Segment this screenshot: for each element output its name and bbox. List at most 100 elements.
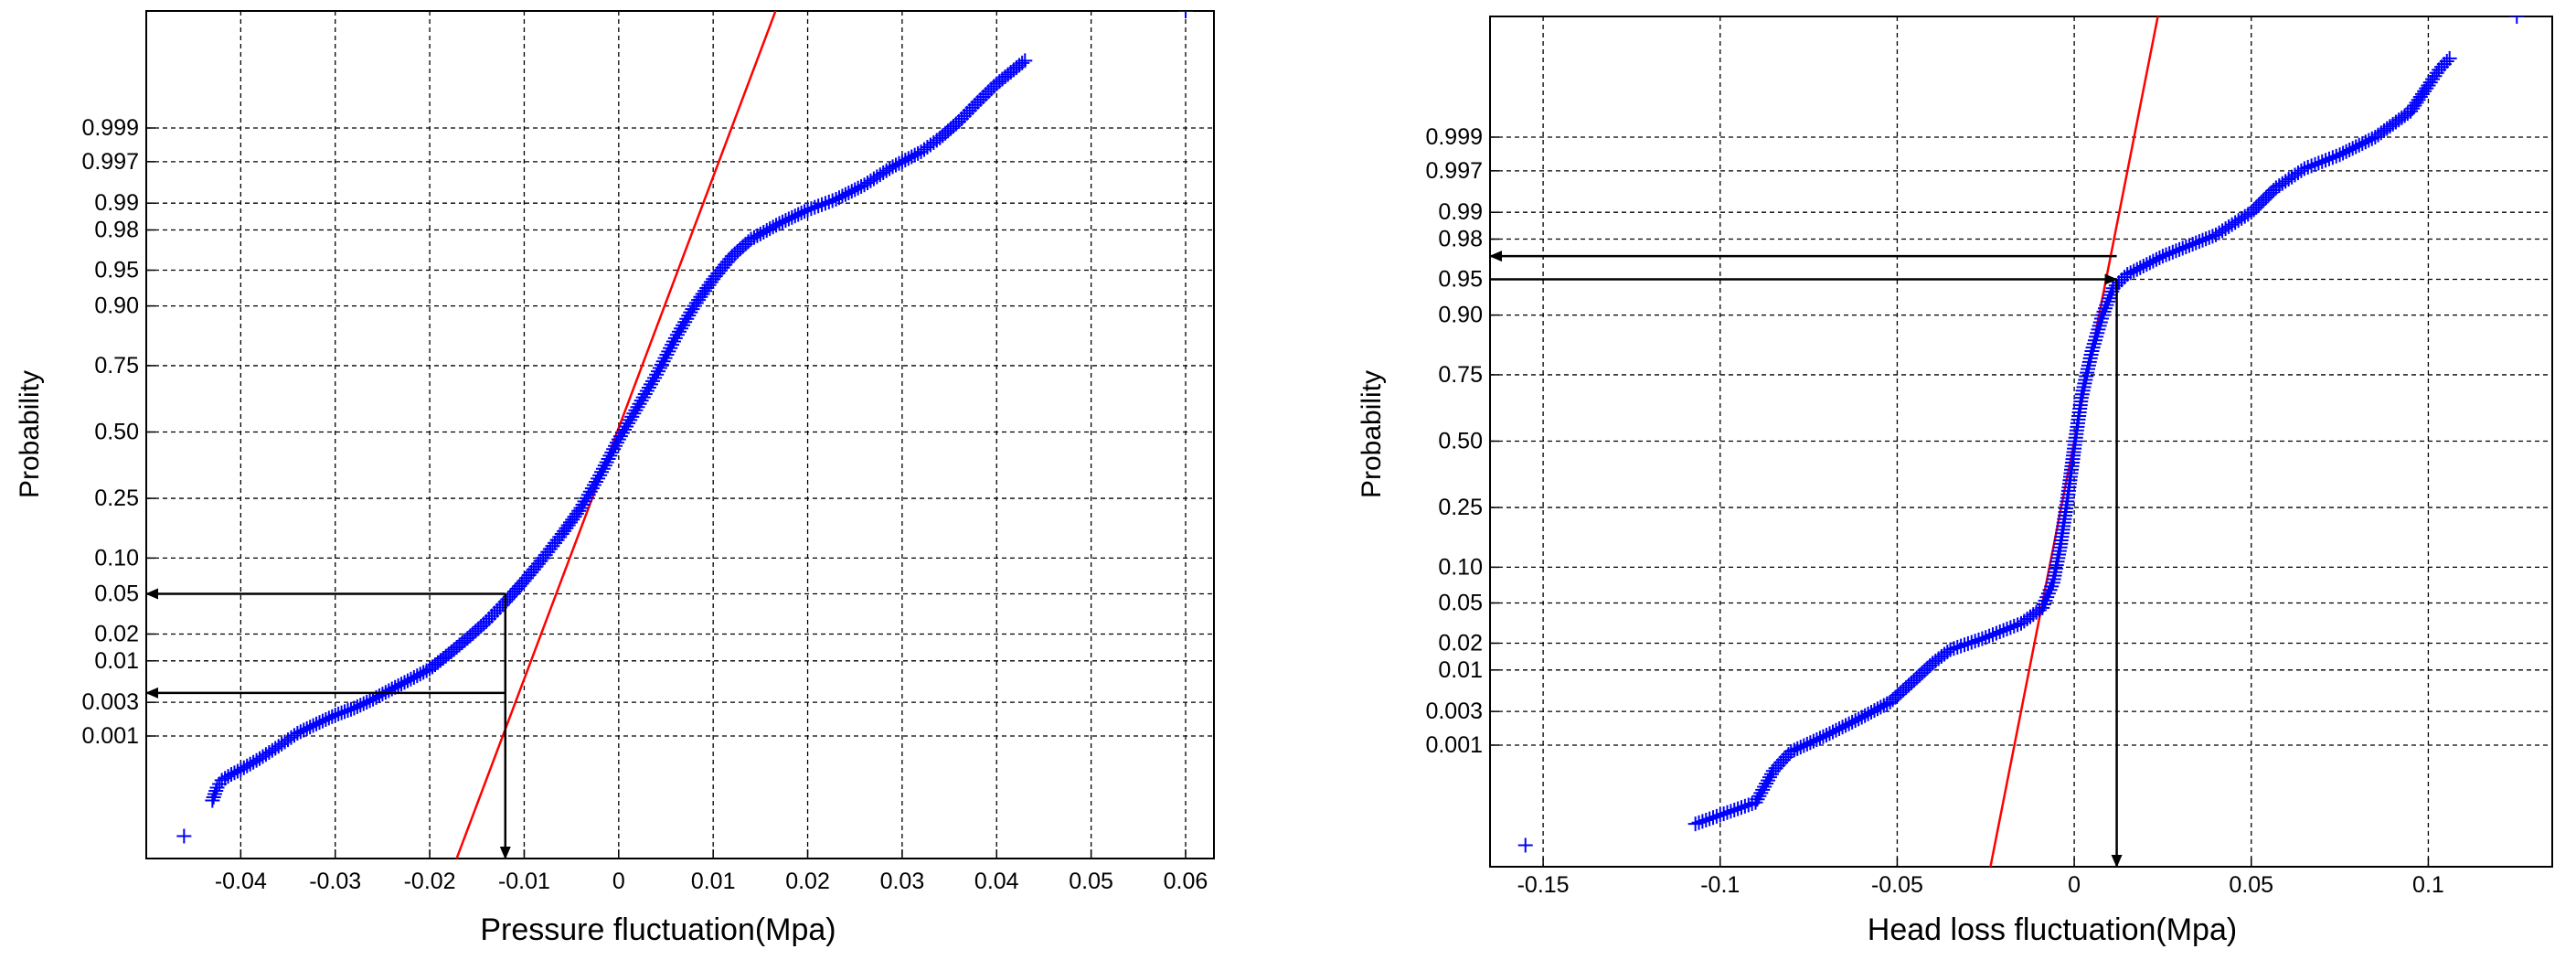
data-point [299,720,314,736]
data-point [1757,779,1772,795]
data-point [2155,249,2170,264]
data-point [2315,154,2330,169]
data-point [835,188,850,204]
y-tick-label: 0.02 [1438,630,1483,656]
data-point [2336,145,2351,161]
data-point [677,315,693,330]
data-point [229,763,245,779]
data-point [633,393,649,409]
data-point [1796,738,1812,753]
data-point [220,769,236,784]
data-point [303,720,318,735]
y-tick-label: 0.75 [94,353,139,379]
data-point [224,767,240,783]
chart-pressure-fluctuation: 0.0010.0030.010.020.050.100.250.500.750.… [15,10,1215,947]
data-point [681,308,697,324]
data-point [1876,698,1891,713]
data-point [2091,322,2106,337]
data-point [2039,590,2055,605]
data-point [2120,267,2135,283]
data-point [1790,741,1805,756]
data-point [2097,301,2113,316]
data-point [2172,241,2187,257]
data-point [2087,333,2102,348]
data-point [617,421,633,437]
data-point [296,722,312,738]
data-point [1687,816,1703,832]
data-point [233,762,249,777]
data-point [647,370,663,386]
data-point [2152,250,2167,265]
data-point [2095,307,2111,323]
x-tick-label: 0.04 [974,869,1019,894]
data-point [2139,257,2155,272]
data-point [831,190,846,206]
data-point [655,354,671,369]
data-point [1783,744,1799,760]
annotation-arrows-pressure [145,588,511,859]
data-point [671,324,687,339]
data-point [1818,728,1834,743]
data-point [621,415,636,431]
data-point [1957,637,1973,653]
data-point [1988,625,2004,641]
data-point [2036,596,2051,612]
x-tick-label: 0.03 [880,869,925,894]
data-point [759,223,774,239]
data-point [769,218,784,233]
y-tick-label: 0.90 [1438,303,1483,328]
x-tick-label: 0.02 [785,869,830,894]
data-point [654,357,669,372]
data-point [1719,805,1735,820]
data-point [1702,811,1718,827]
data-point [394,677,410,692]
x-tick-label: -0.15 [1517,872,1570,898]
data-point [841,185,857,200]
data-point [390,677,406,693]
data-point [850,180,866,196]
y-tick-label: 0.10 [94,545,139,571]
data-point [582,484,598,499]
data-points-head-loss [1517,16,2525,853]
data-point [604,444,620,460]
data-point [2085,340,2101,356]
data-point [2442,50,2457,66]
data-point [645,373,661,389]
data-point [2181,238,2197,253]
data-point [825,193,840,208]
data-point [1723,804,1739,819]
x-tick-label: -0.01 [498,869,550,894]
data-point [406,669,421,685]
data-point [318,712,334,728]
data-point [2003,620,2018,635]
data-point [1759,776,1774,792]
y-axis-label-pressure: Probability [15,370,45,498]
y-tick-label: 0.01 [94,648,139,674]
data-point [375,687,390,702]
data-point [2168,243,2184,259]
data-point [1691,815,1707,830]
data-point [1793,740,1808,755]
data-point [623,412,638,428]
data-point [1708,808,1724,824]
data-point [1755,782,1771,797]
data-point [1869,701,1885,717]
data-point [2342,143,2358,158]
data-point [1017,53,1033,69]
data-point [2044,579,2060,594]
data-point [2090,325,2105,341]
data-point [1873,699,1889,715]
data-point [606,442,622,457]
data-point [628,402,644,418]
data-point [784,209,800,225]
data-point [2195,232,2210,248]
data-point [176,828,192,844]
data-point [1748,795,1763,810]
data-point [2304,158,2319,174]
data-point [403,671,419,687]
data-point [637,387,653,402]
data-point [2102,287,2118,303]
data-point [1864,704,1879,720]
data-point [236,760,251,775]
data-point [1809,731,1825,747]
